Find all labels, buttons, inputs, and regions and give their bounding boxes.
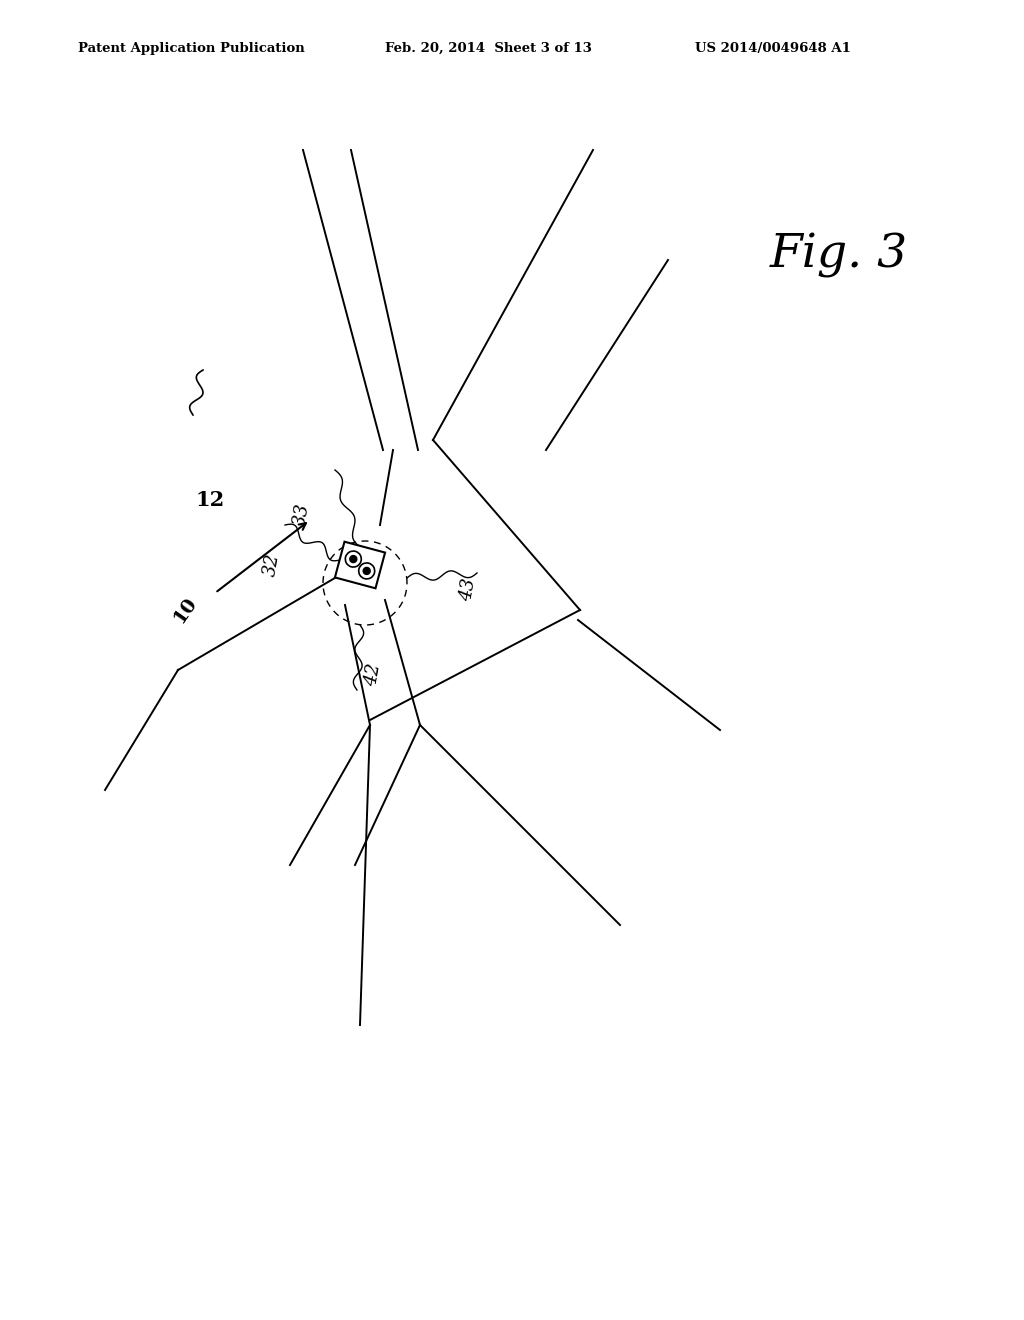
Text: Patent Application Publication: Patent Application Publication [78,42,305,55]
Text: 43: 43 [457,577,479,603]
Text: 10: 10 [170,594,200,626]
Text: Feb. 20, 2014  Sheet 3 of 13: Feb. 20, 2014 Sheet 3 of 13 [385,42,592,55]
Text: 42: 42 [362,663,384,688]
Text: 12: 12 [196,490,224,510]
Bar [335,541,385,589]
Text: US 2014/0049648 A1: US 2014/0049648 A1 [695,42,851,55]
Circle shape [350,556,356,562]
Circle shape [364,568,371,574]
Text: 33: 33 [291,502,313,528]
Text: 32: 32 [261,552,283,578]
Circle shape [345,550,361,568]
Text: Fig. 3: Fig. 3 [770,232,908,277]
Circle shape [358,562,375,579]
